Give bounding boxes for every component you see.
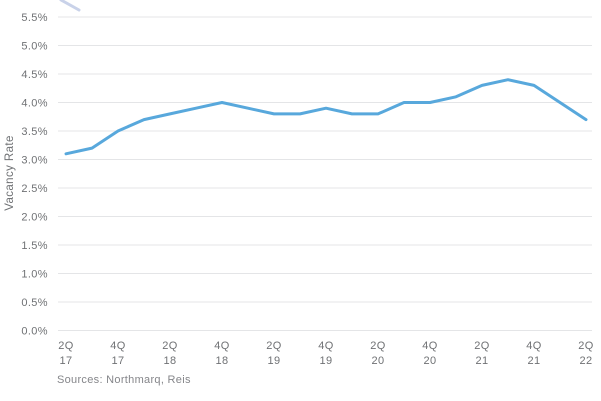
y-tick-label: 3.0% [21, 155, 48, 167]
x-tick-label: 4Q 20 [422, 340, 438, 367]
y-tick-label: 0.5% [21, 297, 48, 309]
x-tick-label: 4Q 21 [526, 340, 542, 367]
y-tick-label: 1.0% [21, 269, 48, 281]
x-tick-label: 4Q 17 [110, 340, 126, 367]
y-tick-label: 2.0% [21, 212, 48, 224]
y-tick-label: 2.5% [21, 183, 48, 195]
y-axis-title: Vacancy Rate [4, 135, 16, 211]
y-tick-label: 4.5% [21, 69, 48, 81]
x-tick-label: 4Q 18 [214, 340, 230, 367]
x-tick-label: 2Q 19 [266, 340, 282, 367]
y-tick-label: 5.5% [21, 12, 48, 24]
y-tick-label: 5.0% [21, 41, 48, 53]
x-tick-label: 4Q 19 [318, 340, 334, 367]
y-tick-label: 1.5% [21, 240, 48, 252]
x-tick-label: 2Q 21 [474, 340, 490, 367]
x-tick-label: 2Q 18 [162, 340, 178, 367]
x-tick-label: 2Q 17 [58, 340, 74, 367]
y-tick-label: 0.0% [21, 326, 48, 338]
x-tick-label: 2Q 20 [370, 340, 386, 367]
y-tick-label: 3.5% [21, 126, 48, 138]
source-note: Sources: Northmarq, Reis [57, 374, 191, 386]
stray-line-artifact [59, 0, 81, 12]
x-tick-label: 2Q 22 [578, 340, 594, 367]
vacancy-rate-series-line [64, 78, 588, 156]
y-tick-label: 4.0% [21, 98, 48, 110]
